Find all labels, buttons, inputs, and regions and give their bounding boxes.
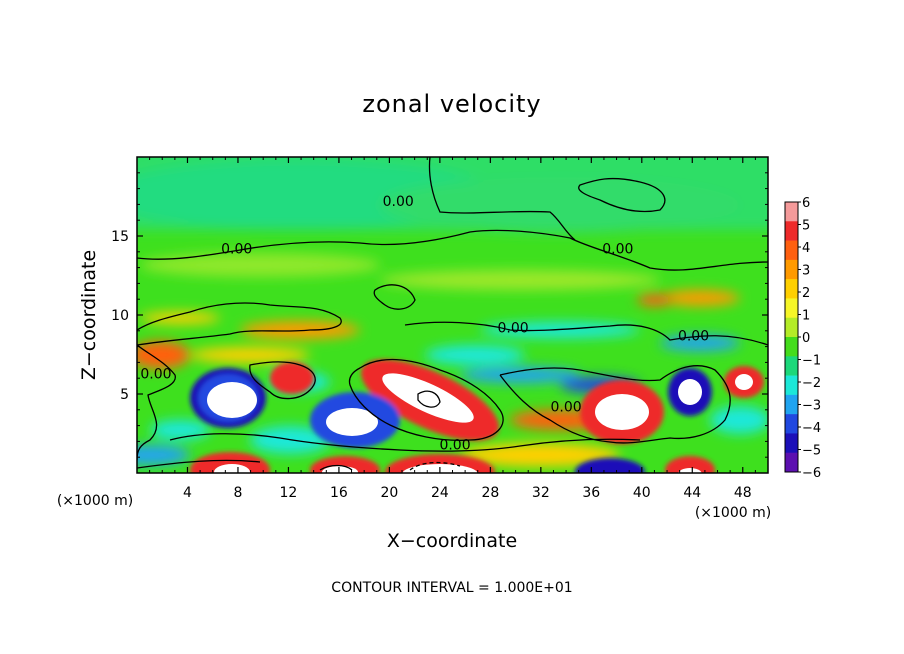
x-tick-label: 24 [431, 485, 449, 501]
contour-label: 0.00 [550, 400, 581, 416]
contour-lines [137, 157, 768, 471]
x-tick-label: 16 [330, 485, 348, 501]
x-tick-label: 36 [582, 485, 600, 501]
x-tick-label: 32 [532, 485, 550, 501]
colorbar-tick-label: −1 [802, 354, 821, 369]
colorbar-swatch [785, 259, 798, 280]
y-tick-label: 5 [120, 387, 129, 403]
colorbar-swatch [785, 202, 798, 222]
x-tick-label: 44 [683, 485, 701, 501]
colorbar-tick-label: 5 [802, 219, 810, 234]
x-tick-label: 12 [280, 485, 298, 501]
colorbar-tick-label: 2 [802, 286, 810, 301]
x-tick-label: 20 [380, 485, 398, 501]
x-axis: 4 8 12 16 20 24 28 32 36 40 44 48 [149, 157, 756, 501]
contour-label: 0.00 [439, 438, 470, 454]
x-unit-right: (×1000 m) [695, 505, 771, 521]
x-unit-left: (×1000 m) [57, 493, 133, 509]
y-axis-label: Z−coordinate [78, 250, 100, 380]
chart-title: zonal velocity [362, 90, 541, 118]
colorbar-swatch [785, 317, 798, 338]
colorbar-swatch [785, 337, 798, 357]
contour-label: 0.00 [140, 366, 171, 382]
contour-label: 0.00 [602, 242, 633, 258]
x-tick-label: 8 [233, 485, 242, 501]
colorbar-swatch [785, 221, 798, 241]
colorbar-tick-label: −2 [802, 376, 821, 391]
colorbar-swatch [785, 356, 798, 376]
y-axis: 5 10 15 [111, 172, 768, 458]
footer-text: CONTOUR INTERVAL = 1.000E+01 [331, 580, 572, 596]
y-tick-label: 10 [111, 308, 129, 324]
x-axis-label: X−coordinate [387, 530, 517, 552]
x-tick-label: 4 [183, 485, 192, 501]
plot-area: 0.00 0.00 0.00 0.00 0.00 0.00 0.00 0.00 [137, 157, 768, 473]
colorbar-swatch [785, 394, 798, 415]
colorbar-tick-label: 4 [802, 241, 810, 256]
colorbar-tick-label: 3 [802, 264, 810, 279]
x-tick-label: 48 [734, 485, 752, 501]
colorbar-tick-label: 1 [802, 309, 810, 324]
y-tick-label: 15 [111, 229, 129, 245]
colorbar-swatch [785, 433, 798, 454]
contour-label: 0.00 [383, 194, 414, 210]
colorbar: 6 5 4 3 2 1 0 −1 −2 −3 −4 −5 −6 [784, 196, 821, 481]
contour-label-group: 0.00 0.00 0.00 0.00 0.00 0.00 0.00 0.00 [140, 194, 709, 453]
contour-label: 0.00 [678, 329, 709, 345]
colorbar-tick-label: −6 [802, 466, 821, 481]
colorbar-tick-label: 6 [802, 196, 810, 211]
colorbar-swatch [785, 414, 798, 434]
colorbar-tick-label: −5 [802, 444, 821, 459]
colorbar-tick-label: −3 [802, 399, 821, 414]
contour-label: 0.00 [221, 242, 252, 258]
colorbar-tick-label: −4 [802, 421, 821, 436]
saturated-cores [207, 373, 753, 473]
colorbar-swatch [785, 240, 798, 261]
colorbar-swatch [785, 298, 798, 319]
colorbar-tick-label: 0 [802, 331, 810, 346]
x-tick-label: 28 [481, 485, 499, 501]
colorbar-swatch [785, 452, 798, 473]
colorbar-swatch [785, 279, 798, 299]
contour-label: 0.00 [497, 321, 528, 337]
x-tick-label: 40 [633, 485, 651, 501]
colorbar-swatch [785, 375, 798, 396]
